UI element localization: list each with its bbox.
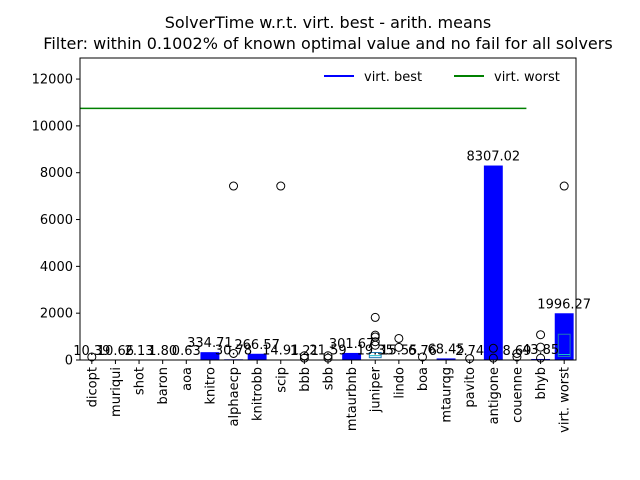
data-label: 68.45 xyxy=(427,342,464,357)
outlier-point xyxy=(512,348,522,358)
x-tick-label: juniper xyxy=(369,366,384,413)
data-label: 1996.27 xyxy=(537,297,591,312)
outlier-point xyxy=(229,181,239,191)
chart-subtitle: Filter: within 0.1002% of known optimal … xyxy=(43,34,612,53)
data-label: 6.76 xyxy=(408,344,437,359)
x-tick-label: muriqui xyxy=(109,367,124,417)
x-tick-label: bbb xyxy=(298,367,313,392)
data-label: 15.55 xyxy=(380,344,417,359)
legend-label: virt. best xyxy=(364,70,422,85)
data-label: 21.59 xyxy=(309,343,346,358)
x-tick-label: mtaurqg xyxy=(440,367,455,423)
x-tick-label: alphaecp xyxy=(227,367,242,426)
outlier-point xyxy=(488,343,498,353)
x-tick-label: shot xyxy=(133,367,148,395)
data-label: 266.57 xyxy=(234,338,280,353)
x-tick-label: bhyb xyxy=(534,367,549,399)
data-label: 19.35 xyxy=(357,344,394,359)
x-tick-label: virt. worst xyxy=(558,367,573,433)
outlier-point xyxy=(229,348,239,358)
outlier-point xyxy=(394,342,404,352)
data-label: 14.91 xyxy=(262,344,299,359)
outlier-point xyxy=(370,337,380,347)
outlier-point xyxy=(370,312,380,322)
data-label: 2.13 xyxy=(125,344,154,359)
y-tick-label: 0 xyxy=(65,354,73,369)
y-tick-label: 12000 xyxy=(32,73,73,88)
data-label: 1.21 xyxy=(290,344,319,359)
data-label: 0.63 xyxy=(172,344,201,359)
x-tick-label: lindo xyxy=(392,367,407,399)
data-label: 334.71 xyxy=(187,336,233,351)
data-label: 10.39 xyxy=(73,344,110,359)
y-tick-label: 10000 xyxy=(32,119,73,134)
data-label: 8307.02 xyxy=(466,150,520,165)
bar-knitrobb xyxy=(247,353,267,360)
y-tick-label: 6000 xyxy=(40,213,73,228)
outlier-point xyxy=(536,342,546,352)
bar-knitro xyxy=(200,352,220,360)
plot-area: 10.3910.662.131.800.63334.7130.78266.571… xyxy=(32,57,591,433)
x-tick-label: dicopt xyxy=(85,367,100,407)
y-tick-label: 4000 xyxy=(40,260,73,275)
x-tick-label: aoa xyxy=(180,367,195,391)
bar-mtaurbnb xyxy=(342,352,362,360)
bar-antigone xyxy=(483,165,503,360)
y-tick-label: 2000 xyxy=(40,307,73,322)
x-tick-label: sbb xyxy=(322,367,337,390)
box xyxy=(557,333,571,357)
x-tick-label: baron xyxy=(156,367,171,404)
outlier-point xyxy=(559,181,569,191)
x-tick-label: boa xyxy=(416,367,431,391)
bar-mtaurqg xyxy=(436,358,456,360)
box xyxy=(368,352,382,359)
x-tick-label: antigone xyxy=(487,367,502,424)
bar-virt-worst xyxy=(554,313,574,360)
legend: virt. best virt. worst xyxy=(324,70,560,85)
data-label: 10.66 xyxy=(97,344,134,359)
x-tick-label: knitrobb xyxy=(251,367,266,421)
x-tick-label: scip xyxy=(274,367,289,393)
outlier-point xyxy=(370,340,380,350)
x-tick-label: mtaurbnb xyxy=(345,367,360,431)
chart-title: SolverTime w.r.t. virt. best - arith. me… xyxy=(165,13,491,32)
data-label: 1.80 xyxy=(148,344,177,359)
outlier-point xyxy=(536,330,546,340)
legend-label: virt. worst xyxy=(494,70,560,85)
x-tick-label: knitro xyxy=(203,367,218,405)
x-tick-label: pavito xyxy=(463,367,478,408)
x-tick-label: couenne xyxy=(510,367,525,423)
bar-bhyb xyxy=(531,358,551,360)
y-tick-label: 8000 xyxy=(40,166,73,181)
data-label: 301.67 xyxy=(329,337,375,352)
outlier-point xyxy=(394,333,404,343)
data-label: 30.78 xyxy=(215,343,252,358)
outlier-point xyxy=(276,181,286,191)
data-label: 8.69 xyxy=(502,344,531,359)
data-label: 2.74 xyxy=(455,344,484,359)
data-label: 43.85 xyxy=(522,343,559,358)
